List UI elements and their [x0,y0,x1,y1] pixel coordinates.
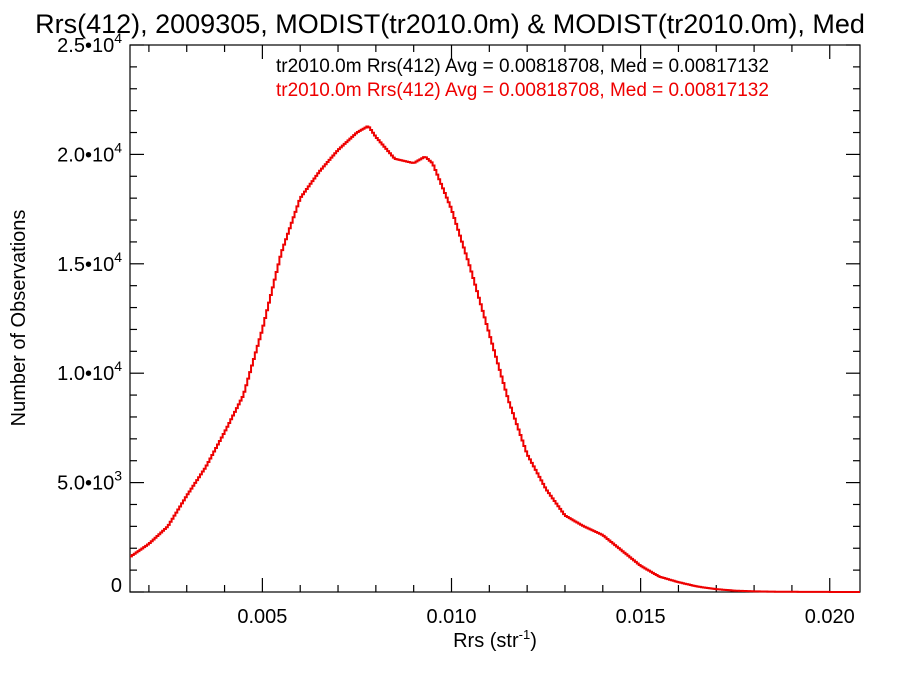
y-axis-label: Number of Observations [8,210,30,427]
x-tick-label: 0.020 [805,606,855,628]
tick-marks [130,44,860,593]
y-tick-label: 0 [111,575,122,597]
chart-title: Rrs(412), 2009305, MODIST(tr2010.0m) & M… [35,9,865,39]
x-tick-label: 0.005 [237,606,287,628]
y-tick-label: 1.0•104 [57,358,122,385]
y-tick-labels: 0 5.0•103 1.0•104 1.5•104 2.0•104 2.5•104 [57,30,122,597]
series-line [130,125,860,593]
y-tick-label: 2.0•104 [57,139,122,166]
legend: tr2010.0m Rrs(412) Avg = 0.00818708, Med… [276,56,769,101]
y-tick-label: 1.5•104 [57,249,122,276]
x-tick-label: 0.010 [426,606,476,628]
legend-entry-red: tr2010.0m Rrs(412) Avg = 0.00818708, Med… [276,80,769,101]
x-tick-labels: 0.005 0.010 0.015 0.020 [237,606,854,628]
x-axis-label: Rrs (str-1) [453,627,537,652]
plot-frame [129,44,861,593]
y-tick-label: 5.0•103 [57,468,122,495]
y-tick-label: 2.5•104 [57,30,122,57]
x-tick-label: 0.015 [616,606,666,628]
legend-entry-black: tr2010.0m Rrs(412) Avg = 0.00818708, Med… [276,56,769,77]
